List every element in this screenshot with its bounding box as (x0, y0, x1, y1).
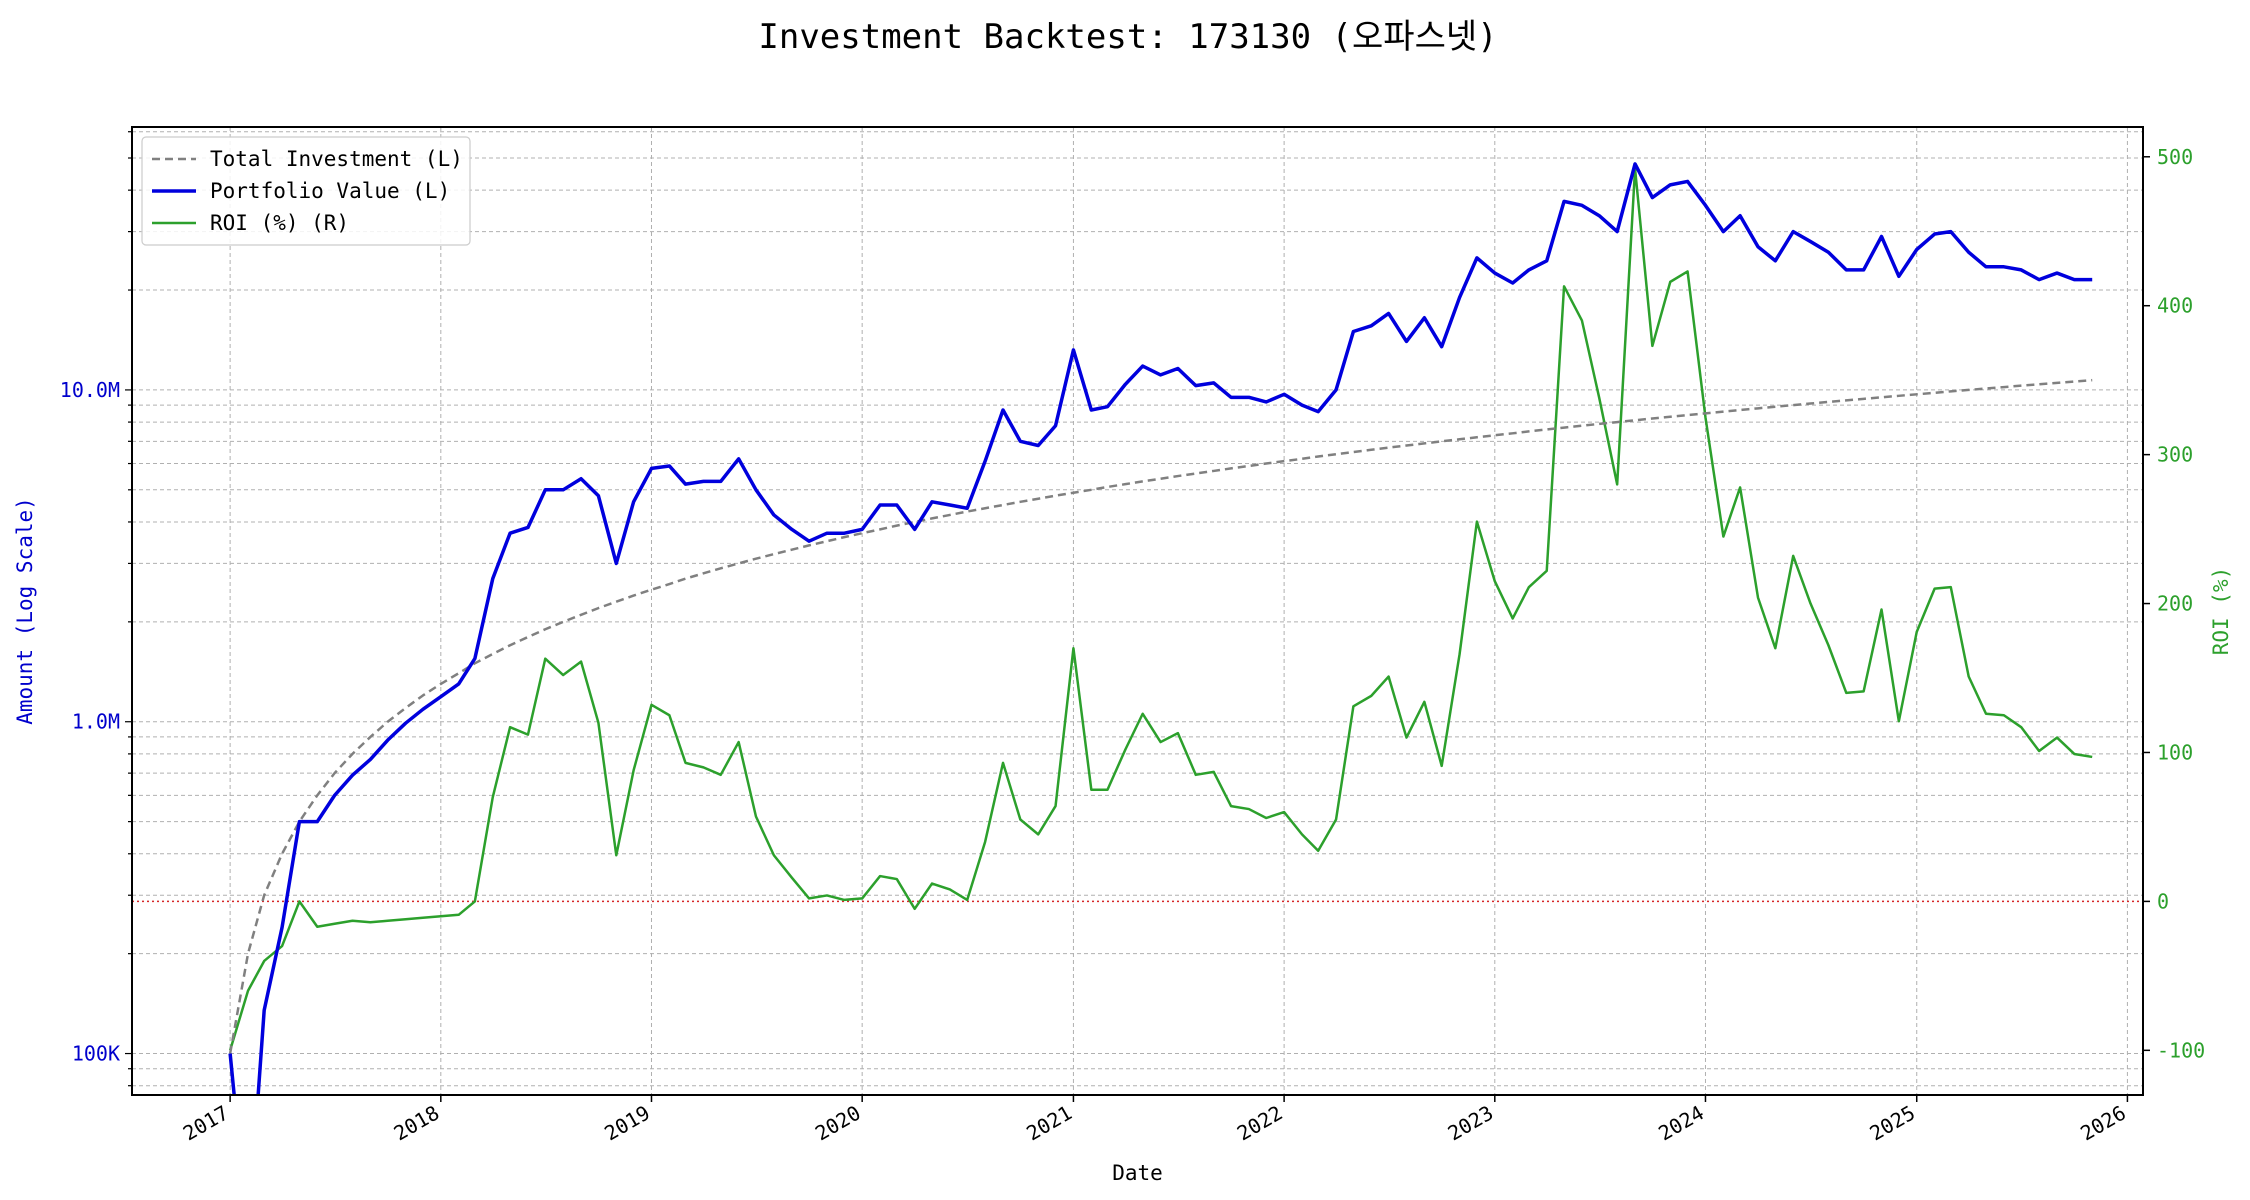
y-right-tick-label: 400 (2157, 294, 2193, 318)
y-axis-left: 100K 1.0M 10.0M (60, 131, 132, 1087)
y-right-tick-label: 0 (2157, 889, 2169, 913)
legend: Total Investment (L) Portfolio Value (L) R… (141, 136, 471, 246)
y-left-tick-label: 1.0M (72, 710, 120, 734)
legend-label: Total Investment (L) (210, 147, 463, 171)
chart-title: Investment Backtest: 173130 (오파스넷) (758, 17, 1497, 57)
x-axis-label: Date (1112, 1161, 1163, 1185)
y-left-tick-label: 100K (72, 1042, 120, 1066)
portfolio-value-line (228, 162, 2093, 1095)
roi-line (228, 167, 2093, 1051)
y-axis-left-label: Amount (Log Scale) (13, 497, 37, 725)
y-right-tick-label: 100 (2157, 740, 2193, 764)
series-layer (228, 162, 2093, 1095)
y-axis-right-label: ROI (%) (2209, 567, 2233, 656)
legend-label: Portfolio Value (L) (210, 179, 450, 203)
plot-frame (131, 126, 2144, 1096)
y-axis-right: -100 0 100 200 300 400 500 (2143, 145, 2205, 1062)
legend-label: ROI (%) (R) (210, 211, 349, 235)
y-right-tick-label: 500 (2157, 145, 2193, 169)
y-right-tick-label: 200 (2157, 592, 2193, 616)
legend-box (141, 136, 471, 246)
grid (132, 127, 2143, 1095)
y-right-tick-label: -100 (2157, 1038, 2205, 1062)
total-investment-line (228, 378, 2093, 1054)
y-right-tick-label: 300 (2157, 443, 2193, 467)
y-left-tick-label: 10.0M (60, 378, 120, 402)
